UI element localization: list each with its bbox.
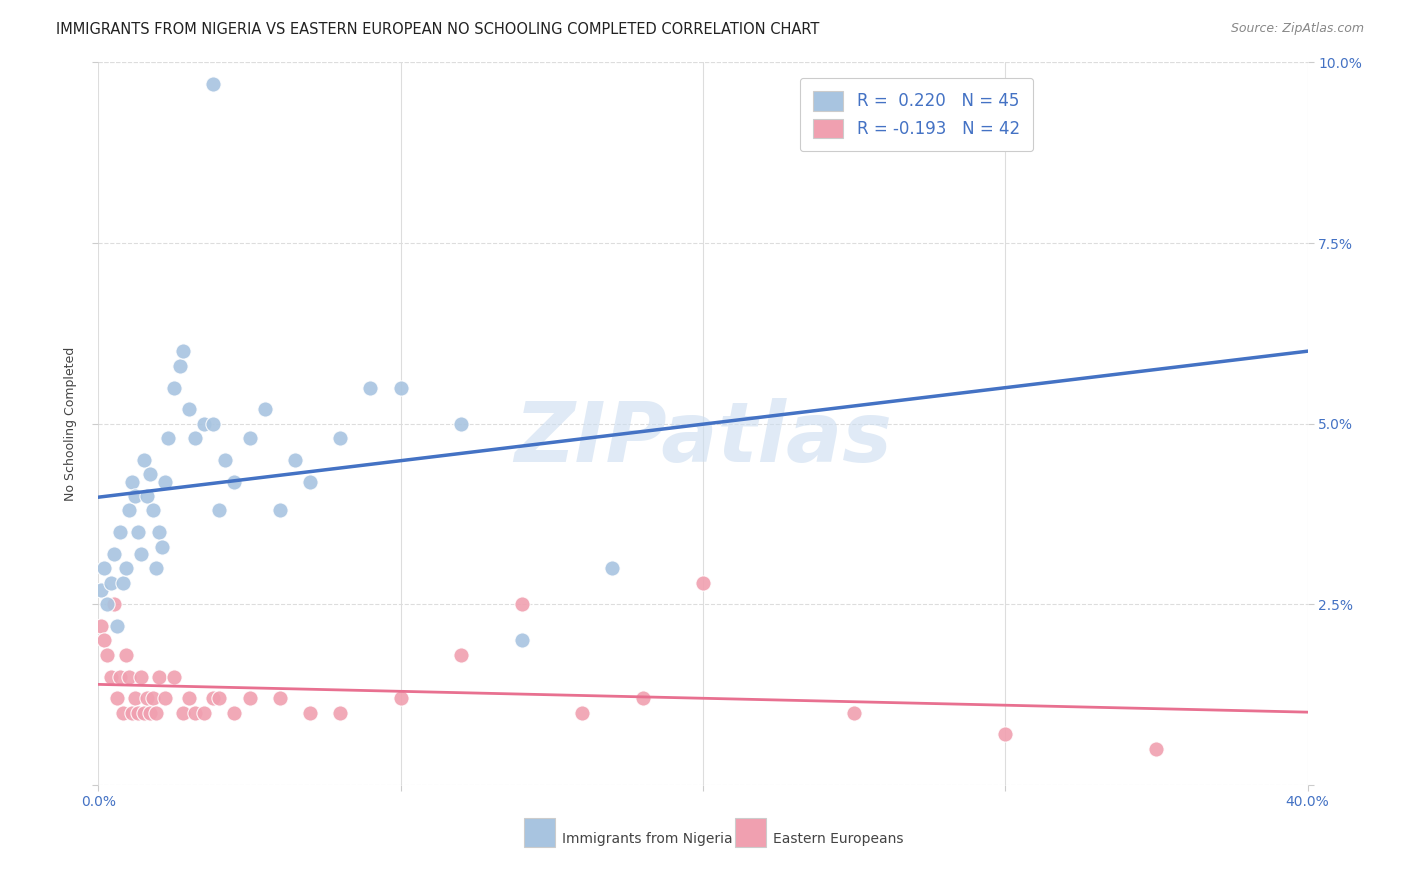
Y-axis label: No Schooling Completed: No Schooling Completed: [63, 347, 77, 500]
Point: [360, 380, 382, 394]
Point: [692, 575, 714, 590]
Point: [135, 691, 157, 706]
Point: [127, 706, 149, 720]
Text: IMMIGRANTS FROM NIGERIA VS EASTERN EUROPEAN NO SCHOOLING COMPLETED CORRELATION C: IMMIGRANTS FROM NIGERIA VS EASTERN EUROP…: [56, 22, 820, 37]
Point: [148, 669, 170, 683]
Point: [118, 503, 141, 517]
Point: [111, 706, 134, 720]
Point: [108, 669, 131, 683]
Point: [169, 359, 191, 373]
Point: [142, 503, 165, 517]
Point: [90, 582, 112, 597]
Point: [103, 598, 125, 612]
Point: [132, 453, 155, 467]
Point: [214, 453, 236, 467]
Point: [172, 344, 194, 359]
Point: [148, 524, 170, 539]
Point: [389, 380, 412, 394]
Text: ZIPatlas: ZIPatlas: [515, 398, 891, 479]
Point: [389, 691, 412, 706]
Point: [124, 691, 146, 706]
Point: [329, 706, 352, 720]
Text: Immigrants from Nigeria: Immigrants from Nigeria: [562, 832, 733, 847]
Point: [121, 475, 143, 489]
Point: [631, 691, 654, 706]
Point: [96, 648, 118, 662]
Point: [202, 417, 225, 431]
Point: [96, 598, 118, 612]
Point: [202, 691, 225, 706]
Point: [193, 417, 215, 431]
Point: [299, 706, 322, 720]
Point: [208, 691, 231, 706]
Point: [269, 691, 291, 706]
Point: [163, 669, 186, 683]
Point: [224, 706, 246, 720]
Point: [602, 561, 624, 575]
Point: [93, 561, 115, 575]
Point: [105, 619, 128, 633]
Point: [153, 475, 176, 489]
Point: [193, 706, 215, 720]
Point: [156, 431, 179, 445]
Point: [202, 77, 225, 91]
Point: [103, 547, 125, 561]
Point: [450, 648, 472, 662]
Point: [90, 619, 112, 633]
Point: [994, 727, 1017, 741]
Point: [139, 706, 162, 720]
Point: [224, 475, 246, 489]
Point: [145, 706, 167, 720]
Point: [129, 669, 152, 683]
Point: [129, 547, 152, 561]
Point: [172, 706, 194, 720]
Point: [100, 669, 122, 683]
Point: [179, 402, 201, 417]
Point: [139, 467, 162, 482]
Point: [239, 691, 262, 706]
Point: [153, 691, 176, 706]
Point: [329, 431, 352, 445]
Point: [150, 540, 173, 554]
Point: [184, 706, 207, 720]
Point: [163, 380, 186, 394]
Point: [208, 503, 231, 517]
Point: [114, 648, 136, 662]
Point: [142, 691, 165, 706]
Point: [284, 453, 307, 467]
Point: [127, 524, 149, 539]
Text: Source: ZipAtlas.com: Source: ZipAtlas.com: [1230, 22, 1364, 36]
Point: [121, 706, 143, 720]
Point: [111, 575, 134, 590]
Legend: R =  0.220   N = 45, R = -0.193   N = 42: R = 0.220 N = 45, R = -0.193 N = 42: [800, 78, 1033, 152]
Point: [118, 669, 141, 683]
Point: [108, 524, 131, 539]
Point: [269, 503, 291, 517]
Point: [239, 431, 262, 445]
Point: [253, 402, 276, 417]
Point: [844, 706, 866, 720]
Point: [450, 417, 472, 431]
Point: [124, 489, 146, 503]
Point: [114, 561, 136, 575]
Point: [135, 489, 157, 503]
Point: [299, 475, 322, 489]
Text: Eastern Europeans: Eastern Europeans: [773, 832, 903, 847]
Point: [145, 561, 167, 575]
Point: [510, 633, 533, 648]
Point: [179, 691, 201, 706]
Point: [1144, 742, 1167, 756]
Point: [100, 575, 122, 590]
Point: [105, 691, 128, 706]
Point: [510, 598, 533, 612]
Point: [184, 431, 207, 445]
Point: [93, 633, 115, 648]
Point: [571, 706, 593, 720]
Point: [132, 706, 155, 720]
